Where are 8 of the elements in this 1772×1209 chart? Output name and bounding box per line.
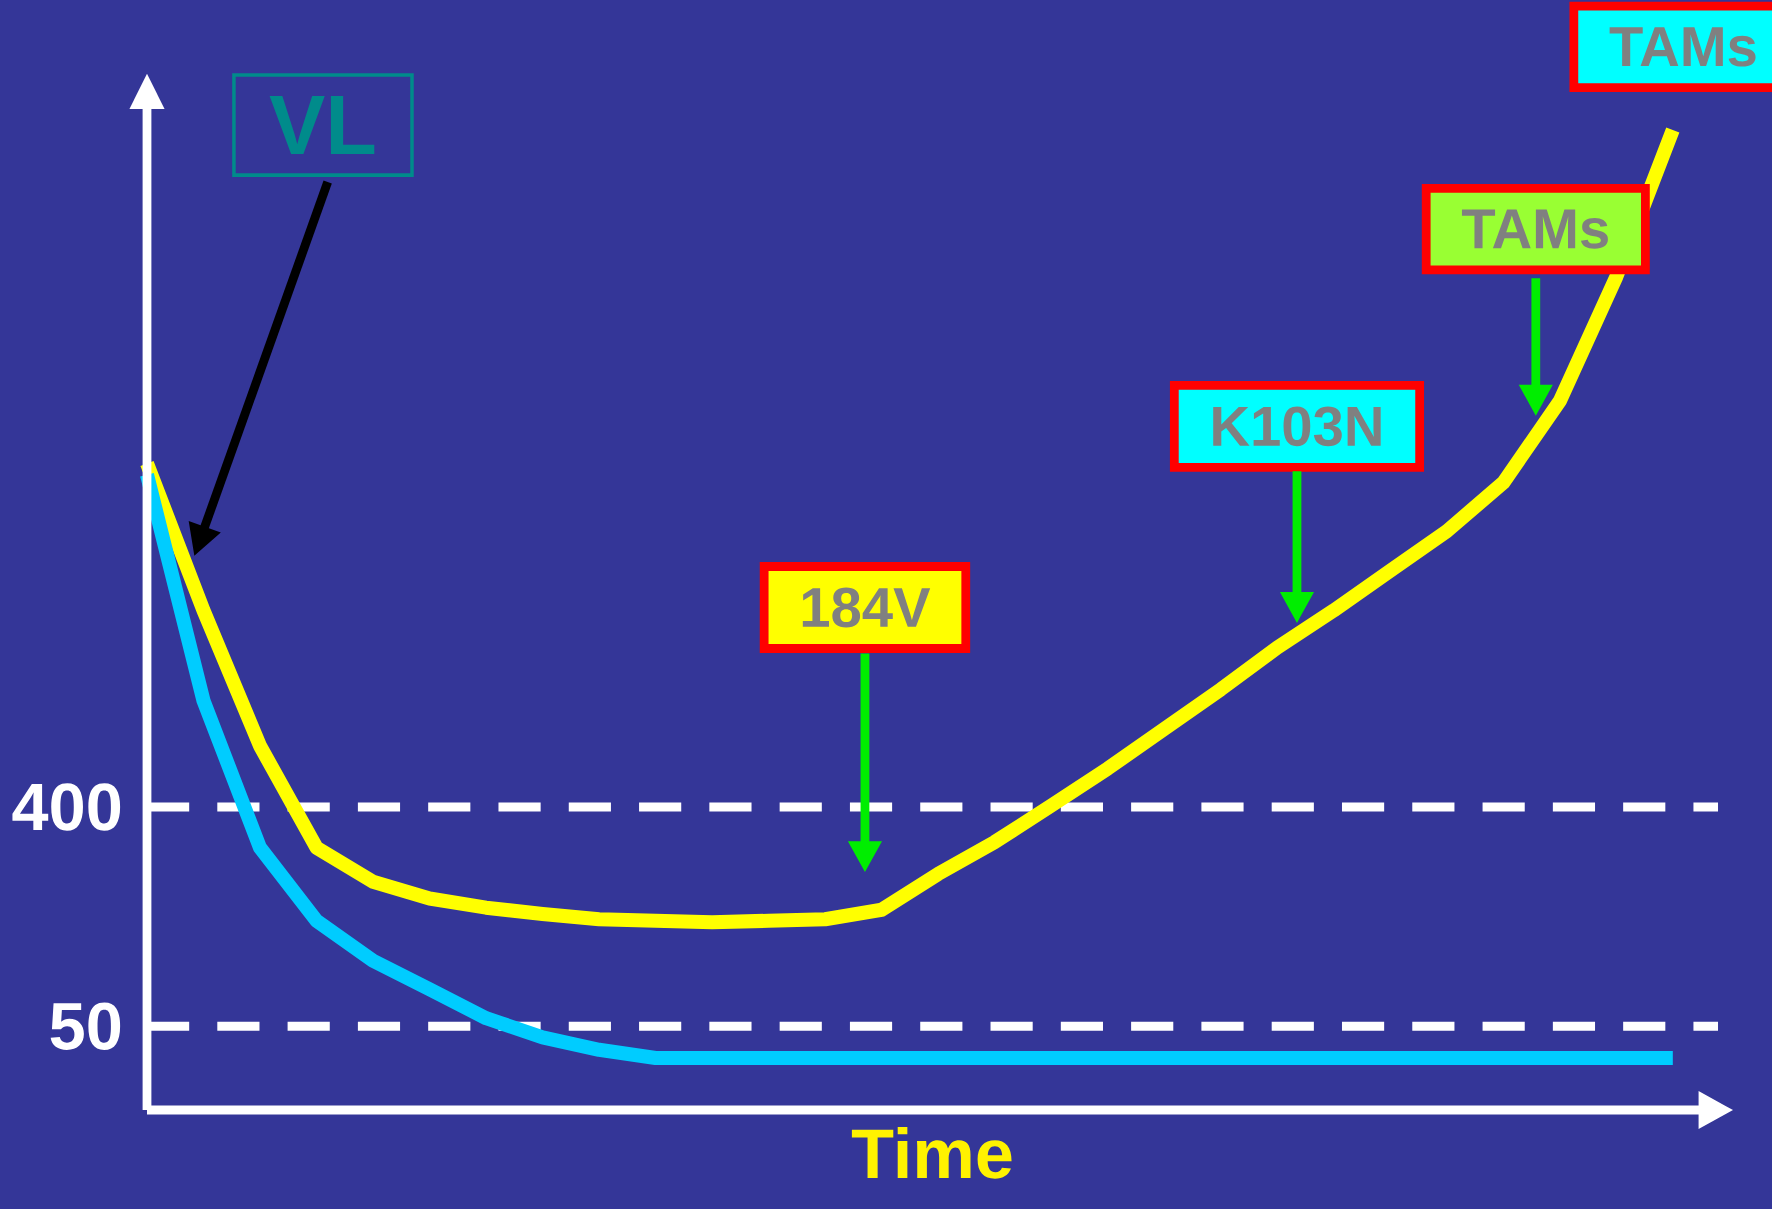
x-axis-title: Time bbox=[851, 1127, 1012, 1179]
y-tick-label: 50 bbox=[50, 1002, 121, 1050]
text: TAMs bbox=[1609, 27, 1756, 67]
annotation: TAMs bbox=[1461, 209, 1608, 249]
annotation: VL bbox=[269, 96, 375, 155]
annotation: 184V bbox=[802, 587, 931, 628]
annotation: K103N bbox=[1213, 406, 1381, 447]
y-tick-label: 400 bbox=[12, 783, 121, 831]
